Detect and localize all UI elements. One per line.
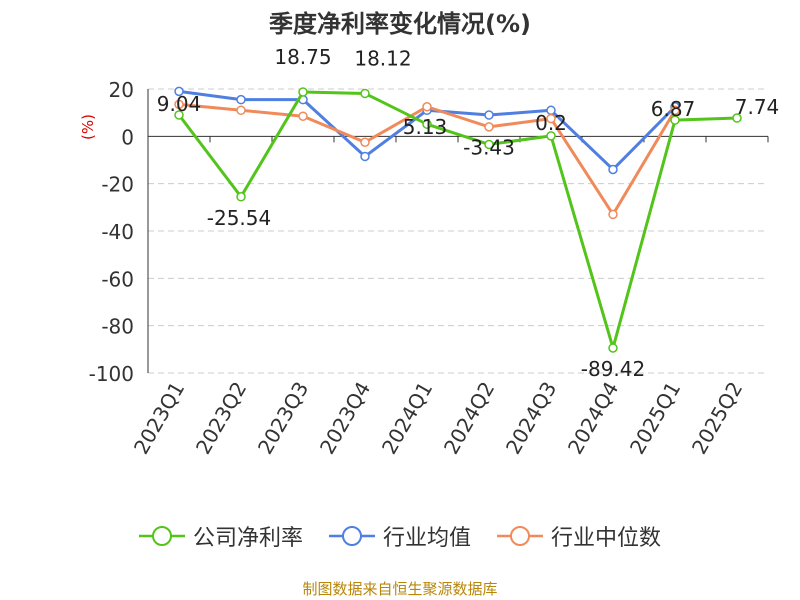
legend-label: 行业中位数 xyxy=(551,526,662,551)
y-tick-label: -80 xyxy=(101,315,134,339)
data-point xyxy=(546,131,556,141)
data-point xyxy=(546,113,556,124)
data-point xyxy=(174,110,184,120)
y-axis-label: (%) xyxy=(79,114,97,140)
x-tick-label: 2024Q3 xyxy=(501,378,561,459)
data-point xyxy=(484,110,494,120)
data-label: 6.87 xyxy=(651,97,696,121)
data-point xyxy=(608,343,618,353)
data-label: 9.04 xyxy=(157,92,202,116)
legend-label: 公司净利率 xyxy=(192,526,303,551)
data-label: 7.74 xyxy=(735,95,780,119)
legend: 公司净利率 行业均值 行业中位数 xyxy=(0,520,800,552)
y-tick-label: -60 xyxy=(101,267,134,291)
legend-item: 行业中位数 xyxy=(497,520,661,552)
data-label: 0.2 xyxy=(535,111,567,135)
y-tick-label: 20 xyxy=(109,78,134,102)
grid-lines xyxy=(148,88,768,374)
y-tick-label: 0 xyxy=(121,125,134,149)
data-label: 5.13 xyxy=(403,115,448,139)
data-point xyxy=(732,113,742,123)
legend-item: 公司净利率 xyxy=(138,520,303,552)
y-tick-label: -40 xyxy=(101,220,134,244)
x-tick-label: 2023Q1 xyxy=(129,378,189,459)
data-point xyxy=(360,151,370,162)
legend-marker xyxy=(328,526,375,546)
data-point xyxy=(670,115,680,125)
legend-marker xyxy=(497,526,543,546)
data-labels: 9.04 -25.54 18.75 18.12 5.13 -3.43 0.2 -89.42 6.… xyxy=(157,45,780,381)
data-label: -3.43 xyxy=(463,135,515,159)
series-line xyxy=(177,90,738,350)
series-lines xyxy=(174,86,742,353)
data-point xyxy=(484,122,494,132)
data-point xyxy=(670,105,680,116)
legend-item: 行业均值 xyxy=(328,520,471,552)
x-tick-label: 2023Q3 xyxy=(253,378,313,459)
chart-title: 季度净利率变化情况(%) xyxy=(269,10,531,38)
data-point xyxy=(174,99,184,110)
source-note: 制图数据来自恒生聚源数据库 xyxy=(302,580,498,598)
data-label: -25.54 xyxy=(207,206,271,230)
data-point xyxy=(608,209,618,220)
data-point xyxy=(298,87,308,97)
y-tick-label: -100 xyxy=(89,362,134,386)
data-label: 18.12 xyxy=(354,46,411,70)
x-tick-label: 2024Q4 xyxy=(563,378,623,459)
data-label: -89.42 xyxy=(581,357,645,381)
data-point xyxy=(422,119,432,129)
data-point xyxy=(360,137,370,147)
data-point xyxy=(360,88,370,99)
data-point xyxy=(422,102,432,112)
x-tick-label: 2024Q1 xyxy=(377,378,437,459)
data-point xyxy=(298,111,308,121)
data-point xyxy=(608,164,618,175)
data-point xyxy=(174,86,184,97)
data-point xyxy=(484,139,494,150)
y-tick-label: -20 xyxy=(101,173,134,197)
x-tick-label: 2024Q2 xyxy=(439,378,499,459)
x-tick-label: 2025Q1 xyxy=(625,378,685,459)
x-tick-label: 2023Q2 xyxy=(191,378,251,459)
x-tick-label: 2025Q2 xyxy=(687,378,747,459)
legend-label: 行业均值 xyxy=(382,526,471,551)
data-label: 18.75 xyxy=(274,45,331,69)
x-tick-label: 2023Q4 xyxy=(315,378,375,459)
data-point xyxy=(236,192,246,202)
legend-marker xyxy=(138,526,185,546)
data-point xyxy=(236,94,246,105)
data-point xyxy=(236,105,246,116)
